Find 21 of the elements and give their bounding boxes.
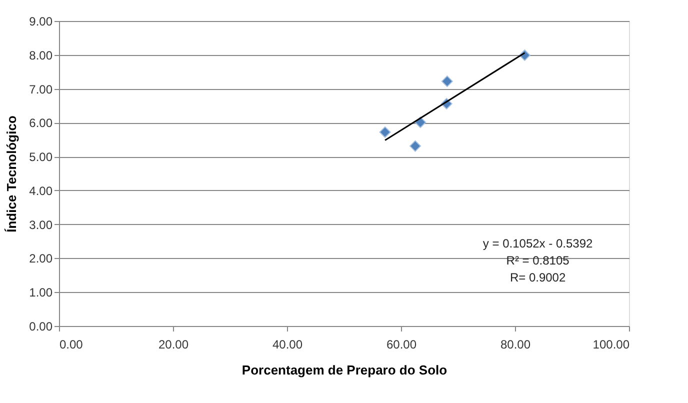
annotation: R= 0.9002 (510, 270, 566, 285)
annotation: y = 0.1052x - 0.5392 (482, 236, 593, 251)
y-tick-label: 5.00 (29, 150, 53, 164)
x-tick-label: 20.00 (158, 338, 189, 352)
y-tick-label: 4.00 (29, 184, 53, 198)
y-tick-label: 1.00 (29, 286, 53, 300)
y-tick-label: 9.00 (29, 14, 53, 28)
x-tick-label: 80.00 (500, 338, 531, 352)
x-tick-label: 40.00 (272, 338, 303, 352)
y-tick-label: 3.00 (29, 218, 53, 232)
x-tick-label: 0.00 (60, 338, 84, 352)
annotation: R² = 0.8105 (506, 254, 570, 268)
y-tick-label: 6.00 (29, 116, 53, 130)
y-tick-label: 0.00 (29, 320, 53, 334)
y-tick-label: 2.00 (29, 252, 53, 266)
y-axis-title: Índice Tecnológico (4, 116, 20, 232)
x-tick-label: 100.00 (592, 338, 630, 352)
x-tick-label: 60.00 (386, 338, 417, 352)
x-axis-title: Porcentagem de Preparo do Solo (242, 362, 448, 378)
y-tick-label: 8.00 (29, 48, 53, 62)
y-tick-label: 7.00 (29, 82, 53, 96)
